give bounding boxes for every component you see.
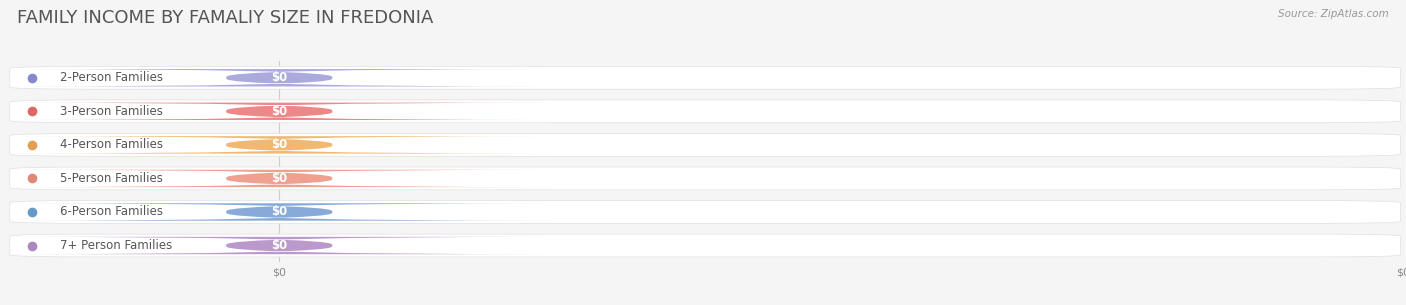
FancyBboxPatch shape [7,237,553,254]
FancyBboxPatch shape [10,66,1400,89]
Text: $0: $0 [271,71,287,84]
Text: $0: $0 [271,172,287,185]
Text: 5-Person Families: 5-Person Families [60,172,163,185]
Text: 2-Person Families: 2-Person Families [60,71,163,84]
Text: $0: $0 [271,138,287,151]
Text: Source: ZipAtlas.com: Source: ZipAtlas.com [1278,9,1389,19]
Text: $0: $0 [271,206,287,218]
FancyBboxPatch shape [7,136,553,154]
Text: 6-Person Families: 6-Person Families [60,206,163,218]
FancyBboxPatch shape [7,102,553,120]
FancyBboxPatch shape [10,100,1400,123]
FancyBboxPatch shape [10,234,1400,257]
Text: 4-Person Families: 4-Person Families [60,138,163,151]
Text: $0: $0 [271,105,287,118]
FancyBboxPatch shape [7,170,553,187]
FancyBboxPatch shape [7,203,553,221]
FancyBboxPatch shape [10,167,1400,190]
Text: FAMILY INCOME BY FAMALIY SIZE IN FREDONIA: FAMILY INCOME BY FAMALIY SIZE IN FREDONI… [17,9,433,27]
FancyBboxPatch shape [10,201,1400,223]
FancyBboxPatch shape [7,69,553,87]
FancyBboxPatch shape [10,134,1400,156]
Text: 3-Person Families: 3-Person Families [60,105,163,118]
Text: $0: $0 [271,239,287,252]
Text: 7+ Person Families: 7+ Person Families [60,239,173,252]
